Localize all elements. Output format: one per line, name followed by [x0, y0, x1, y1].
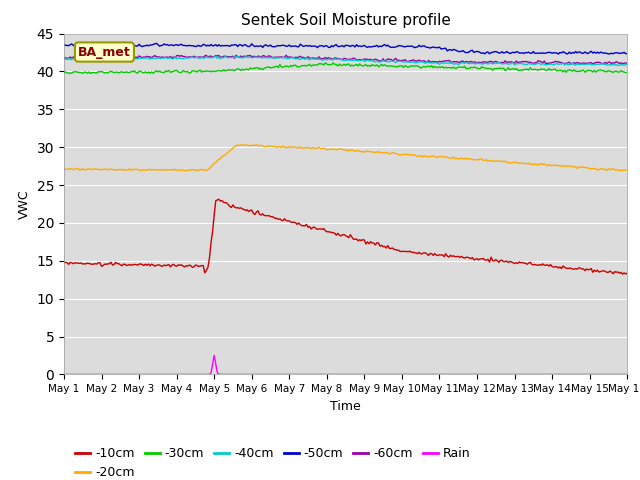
-20cm	[76, 167, 83, 173]
Rain	[401, 372, 409, 377]
-20cm	[623, 167, 631, 173]
X-axis label: Time: Time	[330, 400, 361, 413]
-10cm	[165, 262, 173, 267]
-60cm	[76, 54, 83, 60]
-20cm	[557, 163, 565, 168]
-10cm	[215, 196, 223, 202]
-20cm	[60, 166, 68, 171]
-50cm	[554, 51, 562, 57]
Legend: -10cm, -20cm, -30cm, -40cm, -50cm, -60cm, Rain: -10cm, -20cm, -30cm, -40cm, -50cm, -60cm…	[70, 442, 476, 480]
-40cm	[614, 63, 621, 69]
-60cm	[282, 52, 290, 58]
Rain	[383, 372, 390, 377]
-50cm	[557, 50, 565, 56]
Line: -60cm: -60cm	[64, 55, 627, 64]
Y-axis label: VWC: VWC	[18, 189, 31, 219]
Rain	[60, 372, 68, 377]
Line: -20cm: -20cm	[64, 144, 627, 171]
-40cm	[413, 60, 421, 66]
-20cm	[403, 151, 410, 157]
-60cm	[383, 57, 390, 63]
Line: -40cm: -40cm	[64, 56, 627, 66]
-10cm	[401, 249, 409, 254]
-30cm	[166, 70, 174, 75]
-20cm	[137, 168, 145, 174]
-60cm	[413, 58, 421, 63]
-50cm	[623, 50, 631, 56]
-40cm	[60, 57, 68, 62]
-50cm	[383, 43, 390, 49]
Title: Sentek Soil Moisture profile: Sentek Soil Moisture profile	[241, 13, 451, 28]
-40cm	[76, 56, 83, 62]
Line: -50cm: -50cm	[64, 43, 627, 54]
-30cm	[384, 63, 392, 69]
-30cm	[623, 70, 631, 75]
-40cm	[623, 61, 631, 67]
Rain	[211, 353, 218, 359]
-20cm	[253, 142, 260, 147]
-10cm	[60, 260, 68, 265]
-20cm	[166, 167, 174, 173]
-10cm	[623, 270, 631, 276]
Rain	[165, 372, 173, 377]
Rain	[623, 372, 631, 377]
Rain	[556, 372, 564, 377]
Rain	[76, 372, 83, 377]
-30cm	[321, 60, 329, 66]
Line: -10cm: -10cm	[64, 199, 627, 274]
-10cm	[413, 251, 421, 257]
-40cm	[556, 61, 564, 67]
-50cm	[76, 44, 83, 50]
-60cm	[165, 55, 173, 60]
-20cm	[384, 150, 392, 156]
Text: BA_met: BA_met	[78, 46, 131, 59]
-10cm	[76, 261, 83, 266]
-50cm	[166, 42, 174, 48]
-60cm	[60, 55, 68, 61]
-10cm	[383, 245, 390, 251]
-60cm	[623, 60, 631, 66]
-50cm	[401, 44, 409, 50]
-50cm	[413, 44, 421, 50]
Rain	[413, 372, 421, 377]
-30cm	[415, 64, 423, 70]
-60cm	[401, 57, 409, 62]
-60cm	[589, 61, 596, 67]
-10cm	[556, 264, 564, 270]
Line: -30cm: -30cm	[64, 63, 627, 73]
-20cm	[415, 153, 423, 159]
-10cm	[619, 271, 627, 277]
-30cm	[557, 68, 565, 73]
Line: Rain: Rain	[64, 356, 627, 374]
-30cm	[60, 70, 68, 76]
-40cm	[401, 60, 409, 65]
-40cm	[383, 59, 390, 64]
-40cm	[165, 55, 173, 61]
-40cm	[212, 53, 220, 59]
-50cm	[152, 40, 160, 46]
-60cm	[556, 60, 564, 65]
-30cm	[87, 71, 95, 76]
-50cm	[60, 42, 68, 48]
-30cm	[403, 63, 410, 69]
-30cm	[76, 70, 83, 75]
